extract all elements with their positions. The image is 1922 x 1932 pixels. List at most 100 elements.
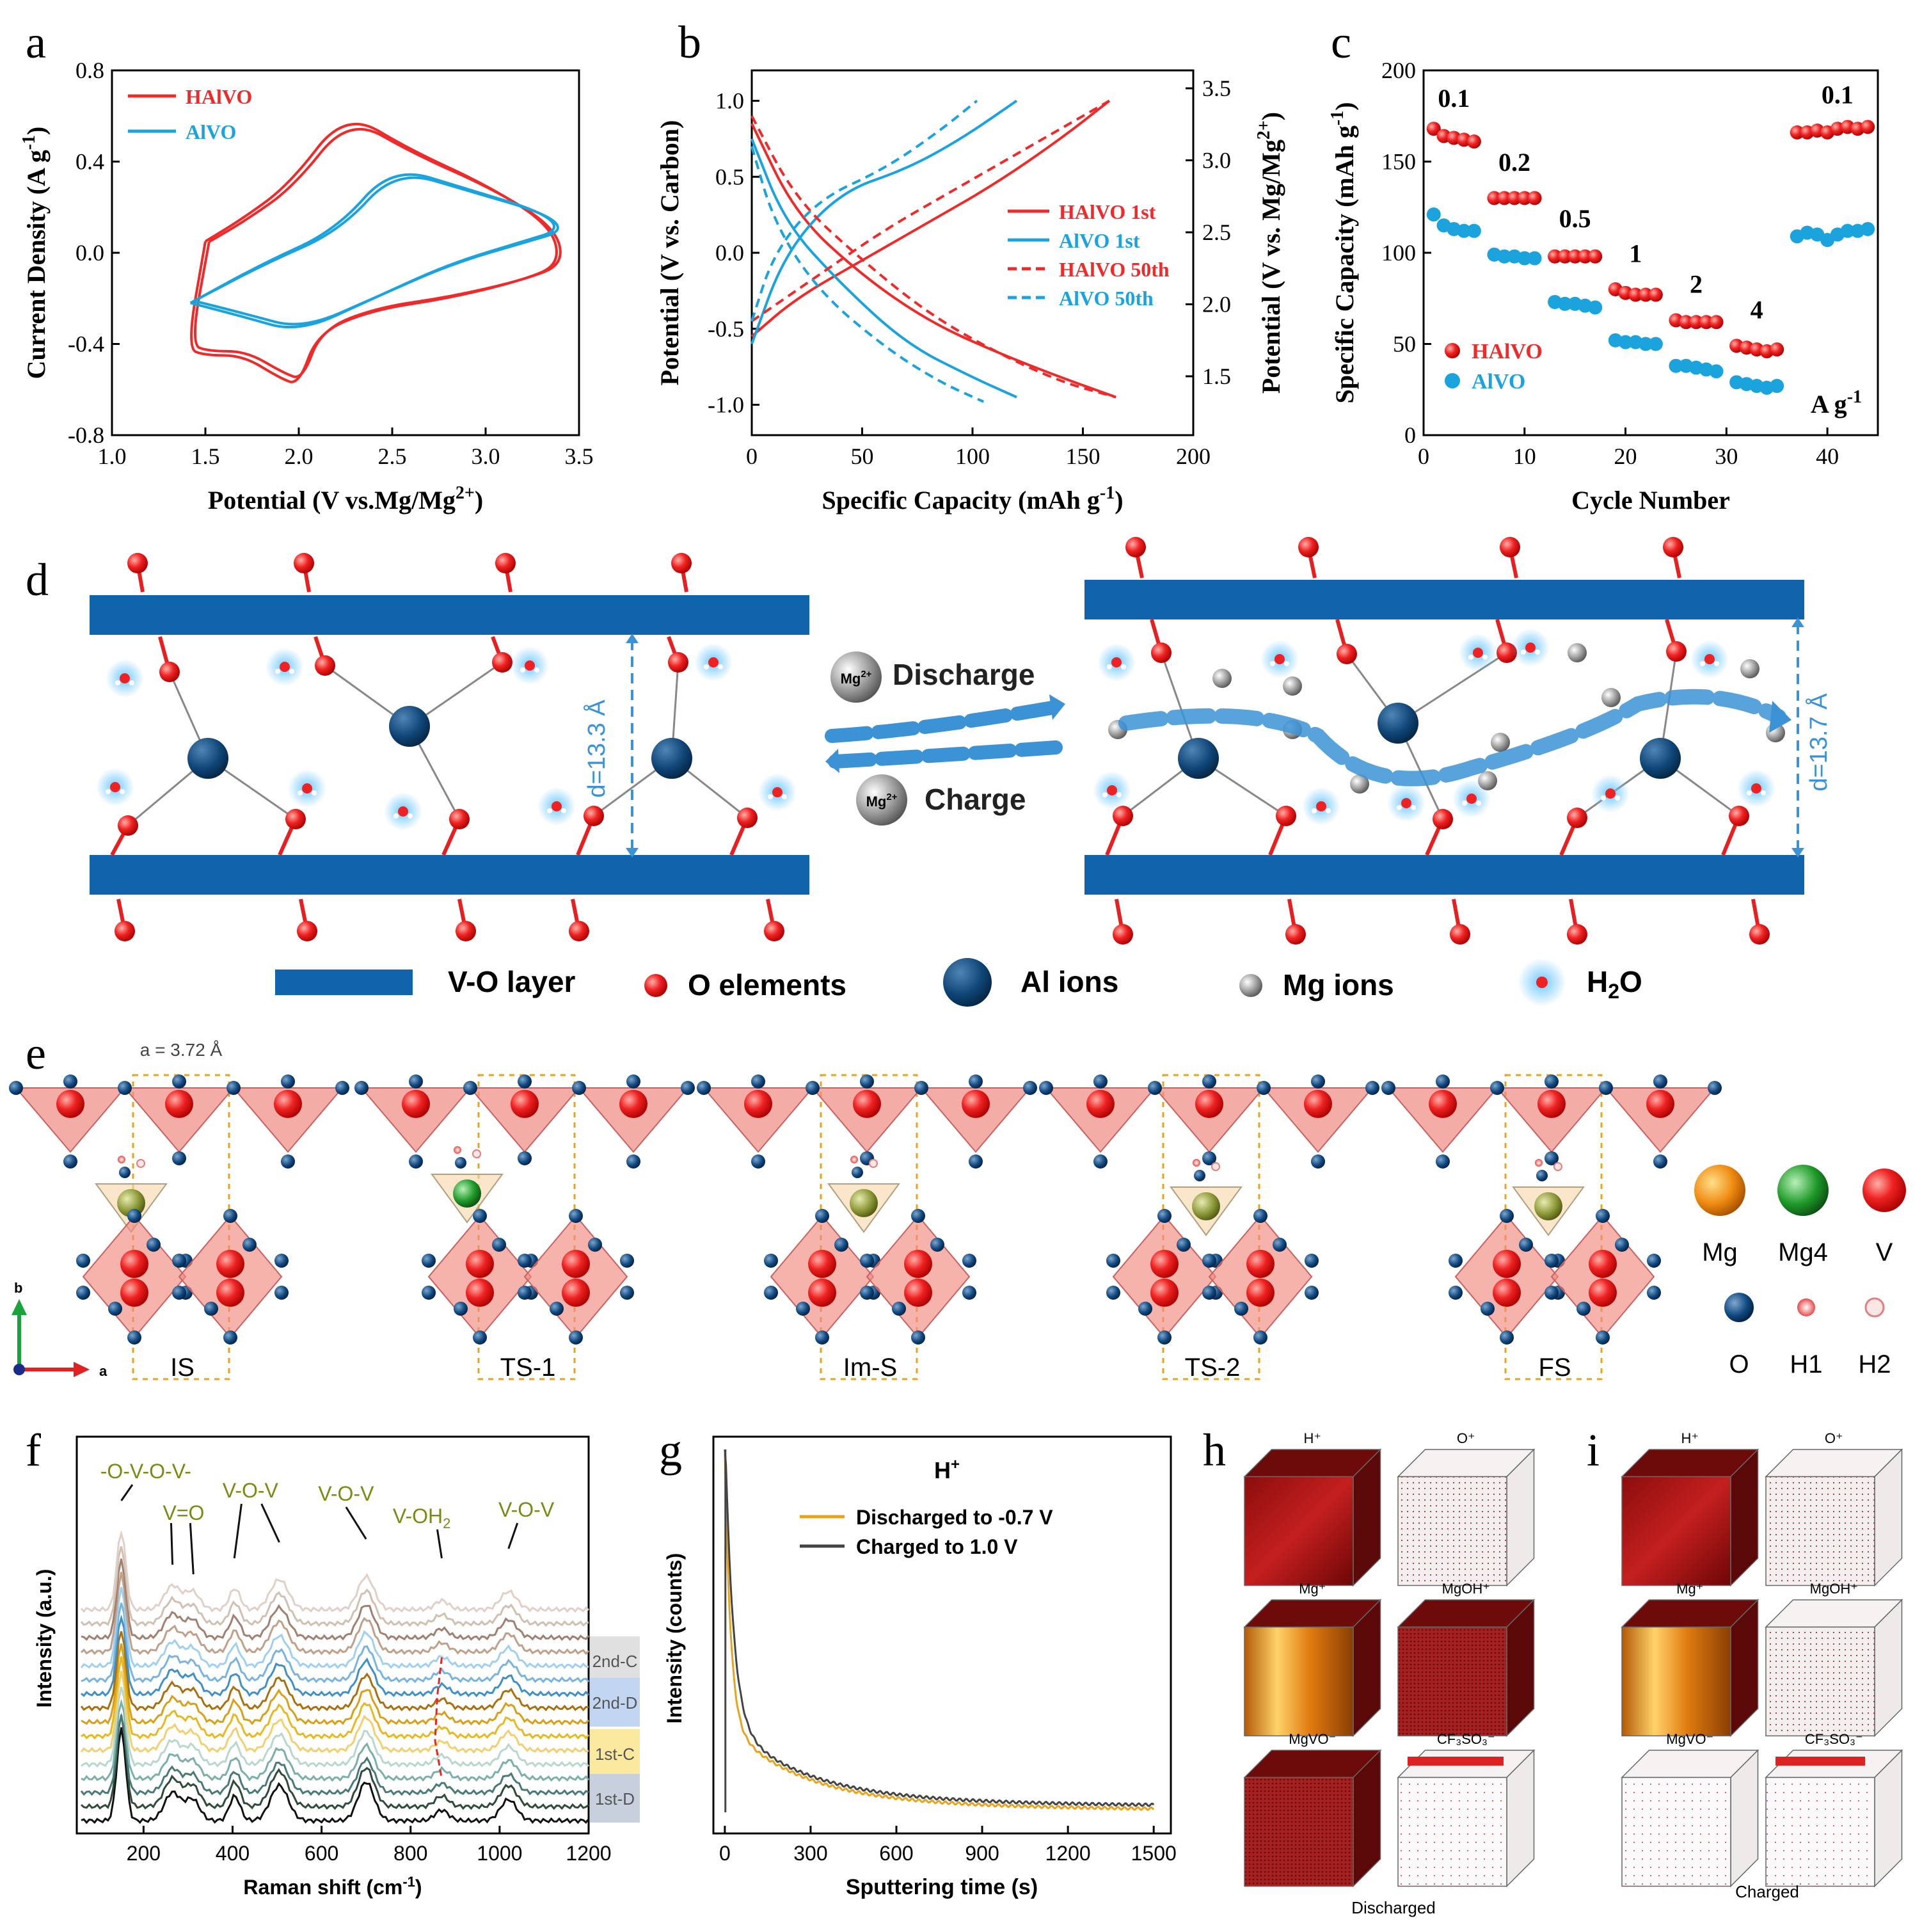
mg-ion-discharge-icon [830,651,882,703]
o-atom [626,1154,640,1169]
rate-point-alvo [1618,335,1633,349]
legend-mg4-label: Mg4 [1778,1238,1828,1266]
h2o-hydrogen [1107,664,1112,669]
h1-atom [850,1156,858,1163]
o-water-atom [119,1167,131,1178]
cv-curve-alvo [193,176,559,326]
peak-arrow [189,1522,195,1575]
o-atom [422,1286,436,1300]
v-atom [808,1279,836,1307]
v-atom [1246,1279,1275,1307]
y-tick-label: 50 [1393,331,1416,357]
gcd-curve [751,146,985,403]
mg-ion-atom [453,1179,481,1208]
o-atom [737,808,758,828]
o-atom [1449,1254,1463,1268]
o-water-atom [1194,1170,1205,1181]
y-tick-label: 0.5 [715,164,744,189]
panel-a-cv-chart: 1.0 1.5 2.0 2.5 3.0 3.5 0.8 0.4 0.0 -0.4 -0.8 HAlV… [19,58,594,515]
o-atom [1567,808,1587,828]
o-atom [63,1074,77,1089]
panel-label-d: d [26,554,49,605]
o-atom [1450,924,1470,945]
h2o-hydrogen [1326,808,1331,813]
o-atom [1202,1151,1216,1165]
y-tick-label: 0.0 [715,240,744,266]
h2o-oxygen [1605,788,1616,799]
rate-point-halvo [1639,287,1653,302]
o-atom [1519,1238,1533,1252]
x-tick-label: 1000 [477,1842,522,1865]
v-atom [562,1279,590,1307]
al-ion [1378,703,1418,744]
o-atom [285,809,306,829]
cube-ion-label: Mg⁺ [1676,1581,1703,1597]
o-atom [159,662,180,682]
rate-point-halvo [1578,249,1592,264]
o-atom [518,1074,532,1089]
h2o-hydrogen [1397,805,1402,810]
panel-b-ylabel: Potential (V vs. Carbon) [655,120,684,386]
rate-point-alvo [1840,223,1855,238]
discharge-label: Discharge [893,658,1035,691]
o-atom [63,1154,77,1169]
o-atom [274,1254,289,1268]
o-atom [1481,1302,1495,1316]
h2-atom [869,1159,878,1168]
v-atom [1589,1279,1617,1307]
h2o-oxygen [1751,783,1761,794]
raman-peak-label: V-O-V [223,1479,279,1502]
cube-ion-label: MgOH⁺ [1810,1581,1858,1597]
h2o-hydrogen [312,790,317,795]
h2-atom [136,1159,145,1168]
h2o-hydrogen [1121,664,1126,669]
discharge-arrow [825,700,1063,743]
panel-c-legend-aivo-marker [1445,373,1460,388]
o-atom [297,921,317,941]
o-atom [518,1254,532,1268]
mg-ion-charge-icon [856,774,907,826]
cv-curve-halvo [193,127,562,378]
legend-o-label: O [1729,1350,1749,1378]
raman-spectrum [81,1698,590,1782]
o-atom [1157,1209,1171,1223]
peak-arrow [170,1522,174,1565]
cube-front-face [1244,1476,1354,1586]
v-atom [619,1090,647,1118]
v-atom [962,1090,990,1118]
o-atom [1234,1302,1248,1316]
v-atom [1150,1250,1179,1278]
d-arrow-head-left-bottom [626,848,639,858]
rate-point-alvo [1466,223,1481,238]
y2-tick-label: 3.0 [1202,148,1231,173]
o-atom [569,1209,583,1223]
o-atom [1365,1081,1379,1095]
v-atom [120,1250,148,1278]
x-tick-label: 100 [955,443,990,469]
o-atom [626,1074,640,1089]
panel-label-h: h [1203,1425,1226,1476]
mg-ion-atom [850,1189,878,1217]
cube-ion-label: H⁺ [1304,1430,1322,1446]
h2-atom [472,1149,481,1158]
al-ion [187,738,228,779]
o-atom [456,921,476,941]
x-tick-label: 600 [879,1842,913,1865]
o-atom [1202,1074,1216,1089]
panel-b-gcd-chart: 0 50 100 150 200 1.0 0.5 0.0 -0.5 -1.0 3.5 3.0 2.5 2.… [655,69,1285,515]
o-atom [1148,1081,1162,1095]
vo-layer-left-top [90,595,809,635]
o-atom [9,1081,23,1095]
x-tick-label: 900 [965,1842,999,1865]
rate-point-halvo [1557,249,1572,264]
raman-peak-label: V=O [163,1501,204,1524]
rate-point-alvo [1648,337,1663,351]
o-atom [1708,1081,1722,1095]
o-atom [584,806,604,826]
o-atom [409,1154,423,1169]
h2o-oxygen [1316,801,1326,811]
y-tick-label: -0.8 [68,422,104,448]
panel-g-legend-charged: Charged to 1.0 V [856,1535,1018,1558]
rate-point-halvo [1861,120,1875,134]
raman-spectrum [80,1586,589,1670]
